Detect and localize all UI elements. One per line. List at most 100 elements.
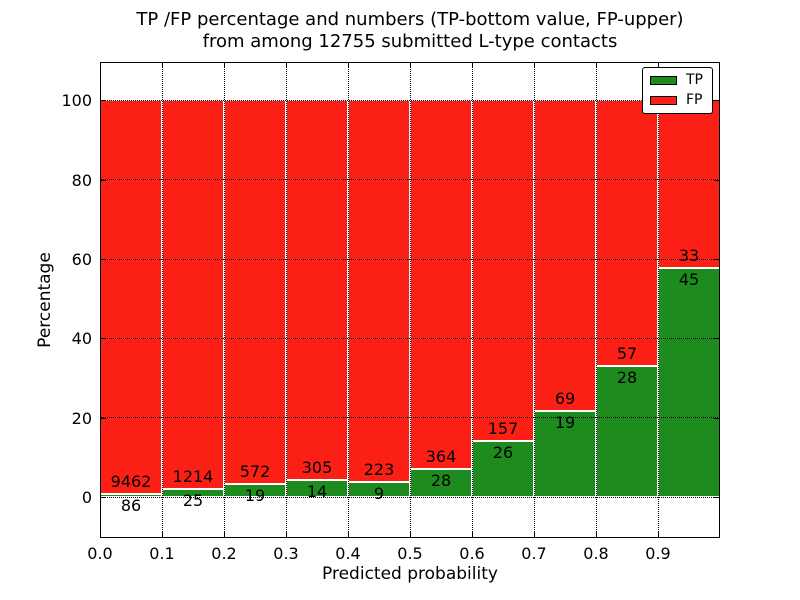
y-tick-mark [100, 259, 106, 261]
legend: TP FP [642, 67, 713, 114]
tp-count-label: 28 [430, 470, 452, 490]
x-tick-mark [658, 532, 659, 538]
legend-item-fp: FP [650, 93, 703, 108]
tp-count-label: 28 [616, 368, 638, 388]
legend-item-tp: TP [650, 73, 703, 88]
x-tick-mark [286, 532, 287, 538]
tp-count-label: 45 [678, 270, 700, 290]
fp-bar [348, 100, 410, 482]
x-tick-mark-top [100, 62, 101, 68]
fp-bar [410, 100, 472, 469]
tp-count-label: 14 [306, 481, 328, 501]
y-tick-mark-right [714, 259, 720, 261]
tp-count-label: 26 [492, 442, 514, 462]
fp-count-label: 57 [616, 344, 638, 364]
x-tick-mark-top [534, 62, 535, 68]
fp-count-label: 364 [425, 446, 457, 466]
x-tick-mark [534, 532, 535, 538]
legend-swatch-tp-icon [650, 76, 677, 85]
x-tick-mark [410, 532, 411, 538]
gridline-vertical [471, 62, 473, 538]
fp-count-label: 157 [487, 418, 519, 438]
x-tick-label: 0.2 [211, 544, 237, 563]
x-tick-mark-top [410, 62, 411, 68]
gridline-vertical [347, 62, 349, 538]
tp-bar [410, 468, 472, 498]
tp-count-label: 86 [120, 495, 142, 515]
y-tick-label: 60 [71, 250, 92, 270]
tp-bar [596, 366, 658, 498]
gridline-vertical [409, 62, 411, 538]
y-tick-label: 40 [71, 329, 92, 349]
fp-bar [472, 100, 534, 441]
x-tick-label: 0.9 [645, 544, 671, 563]
fp-count-label: 9462 [110, 471, 152, 491]
y-tick-mark [100, 179, 106, 181]
y-tick-label: 0 [81, 488, 92, 508]
y-tick-label: 20 [71, 408, 92, 428]
x-tick-mark-top [719, 62, 720, 68]
x-tick-mark [596, 532, 597, 538]
fp-bar [658, 100, 720, 269]
gridline-vertical [161, 62, 163, 538]
x-tick-label: 0.4 [335, 544, 361, 563]
y-tick-mark-right [714, 417, 720, 419]
x-tick-label: 0.5 [397, 544, 423, 563]
fp-bar [224, 100, 286, 485]
x-tick-mark-top [286, 62, 287, 68]
gridline-horizontal [100, 99, 720, 101]
y-tick-mark-right [714, 100, 720, 102]
fp-count-label: 33 [678, 246, 700, 266]
gridline-vertical [595, 62, 597, 538]
y-tick-mark-right [714, 338, 720, 340]
gridline-horizontal [100, 417, 720, 419]
y-tick-mark [100, 338, 106, 340]
x-tick-label: 0.1 [149, 544, 175, 563]
gridline-horizontal [100, 179, 720, 181]
fp-bar [100, 100, 162, 494]
x-tick-label: 0.0 [87, 544, 113, 563]
y-tick-mark-right [714, 179, 720, 181]
y-tick-mark [100, 497, 106, 499]
y-tick-label: 100 [61, 91, 92, 111]
x-tick-mark-top [472, 62, 473, 68]
gridline-vertical [223, 62, 225, 538]
legend-label-fp: FP [686, 92, 703, 108]
gridline-vertical [285, 62, 287, 538]
fp-bar [534, 100, 596, 412]
tp-bar [658, 268, 720, 498]
fp-bar [162, 100, 224, 490]
tp-bar [472, 440, 534, 498]
fp-count-label: 305 [301, 457, 333, 477]
gridline-vertical [533, 62, 535, 538]
tp-count-label: 25 [182, 491, 204, 511]
y-tick-mark-right [714, 497, 720, 499]
legend-swatch-fp-icon [650, 96, 677, 105]
y-tick-mark [100, 100, 106, 102]
gridline-horizontal [100, 258, 720, 260]
tp-count-label: 9 [373, 483, 385, 503]
tp-bar [534, 411, 596, 498]
fp-count-label: 223 [363, 459, 395, 479]
tp-count-label: 19 [244, 486, 266, 506]
x-tick-mark [348, 532, 349, 538]
gridline-vertical [657, 62, 659, 538]
chart-title-line2: from among 12755 submitted L-type contac… [202, 31, 618, 52]
tp-count-label: 19 [554, 413, 576, 433]
x-tick-mark-top [596, 62, 597, 68]
gridline-horizontal [100, 337, 720, 339]
x-tick-mark-top [162, 62, 163, 68]
x-axis-label: Predicted probability [322, 564, 498, 584]
x-tick-mark-top [348, 62, 349, 68]
x-tick-mark [719, 532, 720, 538]
y-tick-mark [100, 417, 106, 419]
x-tick-label: 0.7 [521, 544, 547, 563]
fp-count-label: 69 [554, 389, 576, 409]
x-tick-label: 0.8 [583, 544, 609, 563]
plot-area: TP FP 9462 86 1214 25 572 19 305 14 223 9 364 28 157… [61, 62, 720, 563]
fp-bar [596, 100, 658, 367]
x-tick-mark [100, 532, 101, 538]
x-tick-mark [162, 532, 163, 538]
x-tick-mark-top [224, 62, 225, 68]
